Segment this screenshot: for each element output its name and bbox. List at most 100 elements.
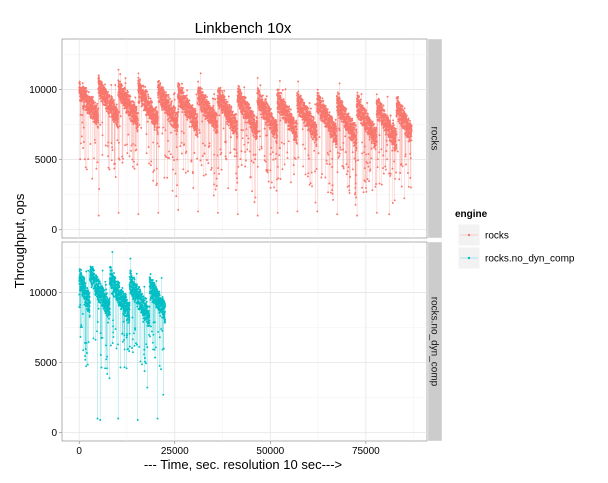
data-point — [235, 113, 238, 116]
data-point — [184, 171, 187, 174]
data-point — [267, 180, 270, 183]
data-point — [213, 109, 215, 112]
data-point — [119, 80, 122, 83]
data-point — [302, 143, 305, 146]
data-point — [309, 107, 312, 110]
data-point — [331, 119, 334, 121]
data-point — [256, 117, 258, 119]
data-point — [332, 198, 335, 201]
data-point — [132, 123, 135, 126]
data-point — [196, 113, 199, 116]
data-point — [169, 104, 172, 106]
data-point — [327, 153, 330, 156]
data-point — [256, 165, 259, 168]
data-point — [270, 181, 273, 184]
data-point — [135, 127, 138, 130]
data-point — [152, 141, 155, 144]
data-point — [82, 141, 85, 143]
data-point — [353, 157, 356, 160]
data-point — [313, 149, 316, 152]
data-point — [279, 94, 282, 97]
data-point — [269, 108, 272, 110]
data-point — [289, 181, 292, 184]
data-point — [199, 98, 202, 101]
data-point — [153, 169, 156, 172]
data-point — [196, 122, 199, 125]
data-point — [303, 101, 306, 104]
data-point — [340, 120, 343, 123]
data-point — [216, 125, 219, 128]
data-point — [338, 152, 341, 155]
data-point — [263, 127, 266, 130]
data-point — [156, 113, 159, 116]
data-point — [240, 150, 243, 153]
data-point — [307, 154, 310, 157]
data-point — [244, 165, 247, 168]
data-point — [206, 102, 209, 105]
data-point — [153, 126, 156, 129]
data-point — [210, 168, 213, 171]
data-point — [285, 121, 288, 124]
data-point — [115, 103, 118, 106]
data-point — [117, 80, 120, 83]
data-point — [303, 122, 305, 124]
data-point — [315, 168, 318, 170]
data-point — [350, 138, 353, 140]
data-point — [189, 117, 192, 120]
data-point — [79, 83, 81, 86]
data-point — [170, 131, 172, 134]
data-point — [195, 93, 198, 96]
data-point — [345, 173, 348, 176]
data-point — [201, 120, 204, 123]
data-point — [332, 121, 335, 124]
data-point — [266, 171, 269, 174]
data-point — [167, 101, 170, 104]
data-point — [146, 120, 149, 123]
data-point — [306, 175, 309, 178]
data-point — [235, 172, 238, 175]
data-point — [200, 87, 203, 90]
data-point — [339, 146, 342, 149]
data-point — [113, 162, 116, 165]
data-point — [246, 148, 249, 151]
data-point — [213, 129, 216, 132]
data-point — [137, 111, 139, 114]
data-point — [116, 123, 119, 126]
data-point — [177, 108, 180, 111]
data-point — [150, 160, 153, 163]
data-point — [202, 174, 205, 177]
data-point — [157, 211, 160, 214]
data-point — [269, 186, 272, 189]
data-point — [88, 112, 91, 115]
data-point — [173, 91, 176, 94]
data-point — [165, 156, 168, 158]
data-point — [180, 130, 183, 133]
data-point — [110, 84, 113, 86]
data-point — [147, 93, 150, 96]
data-point — [124, 144, 127, 147]
data-point — [275, 141, 278, 144]
data-point — [316, 210, 319, 213]
data-point — [256, 121, 259, 124]
data-point — [181, 111, 184, 114]
data-point — [133, 104, 136, 107]
data-point — [293, 128, 296, 131]
data-point — [116, 110, 119, 113]
data-point — [138, 123, 141, 126]
data-point — [234, 117, 237, 120]
data-point — [176, 158, 179, 161]
data-point — [132, 165, 134, 168]
data-point — [224, 140, 227, 143]
data-point — [182, 132, 185, 135]
data-point — [313, 141, 316, 144]
data-point — [183, 97, 186, 100]
data-point — [254, 153, 257, 156]
data-point — [213, 183, 216, 186]
data-point — [244, 121, 247, 124]
data-point — [324, 104, 327, 107]
data-point — [235, 122, 238, 125]
data-point — [196, 121, 199, 123]
data-point — [214, 98, 217, 101]
data-point — [144, 85, 147, 88]
